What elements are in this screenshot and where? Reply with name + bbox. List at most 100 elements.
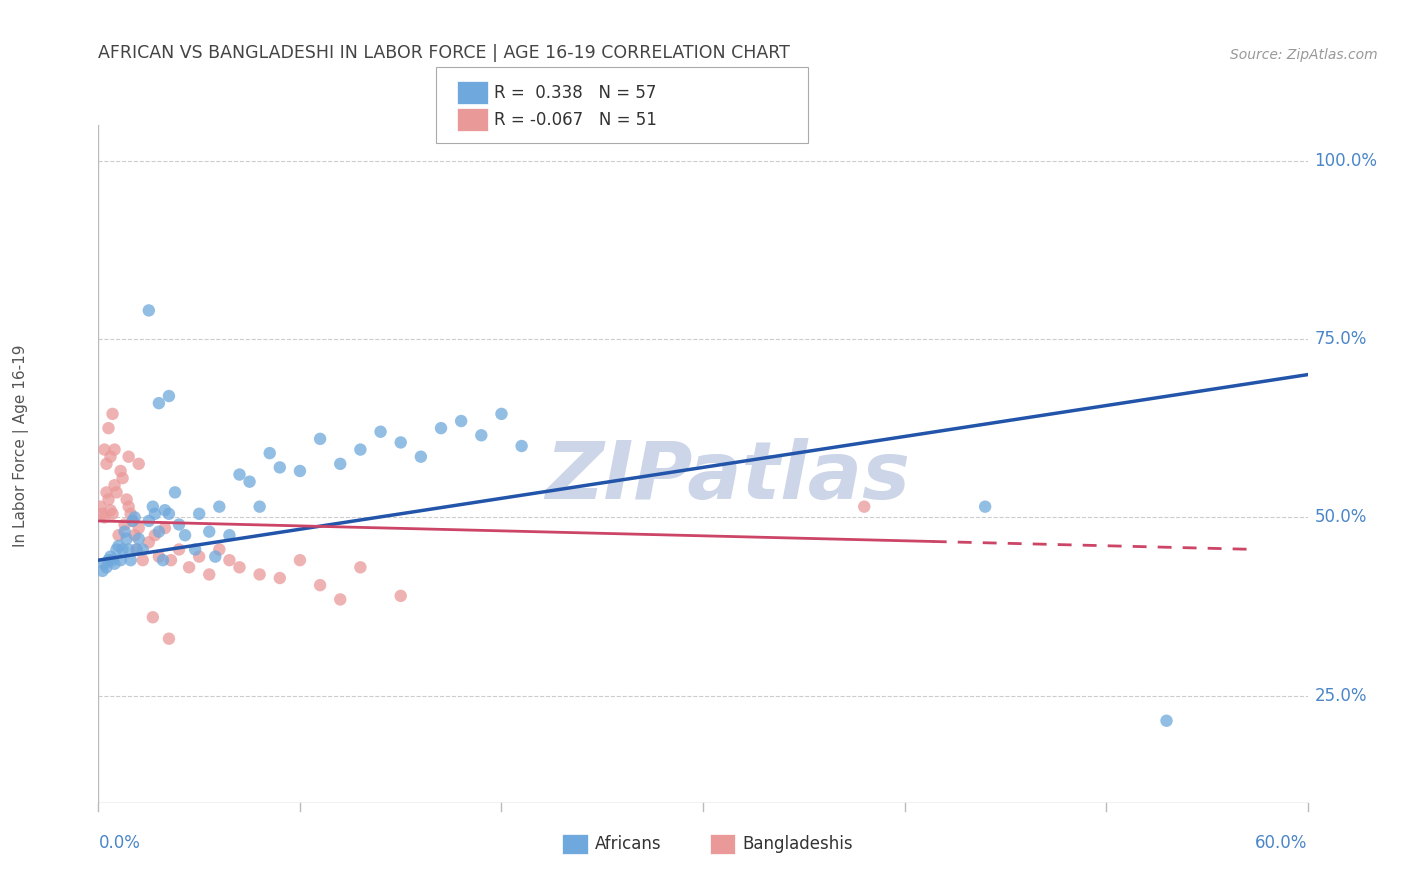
Point bbox=[204, 549, 226, 564]
Point bbox=[115, 492, 138, 507]
Point bbox=[114, 517, 136, 532]
Point bbox=[208, 500, 231, 514]
Point bbox=[208, 542, 231, 557]
Point bbox=[101, 553, 124, 567]
Text: Africans: Africans bbox=[595, 835, 661, 853]
Point bbox=[153, 521, 176, 535]
Point bbox=[974, 500, 997, 514]
Point bbox=[177, 560, 201, 574]
Point bbox=[124, 510, 146, 524]
Point bbox=[110, 464, 132, 478]
Point bbox=[118, 500, 141, 514]
Point bbox=[288, 464, 311, 478]
Point bbox=[349, 442, 371, 457]
Point bbox=[91, 507, 114, 521]
Point bbox=[128, 457, 150, 471]
Point bbox=[107, 539, 129, 553]
Point bbox=[96, 560, 118, 574]
Point bbox=[389, 435, 412, 450]
Point bbox=[111, 471, 134, 485]
Text: 50.0%: 50.0% bbox=[1315, 508, 1367, 526]
Point bbox=[309, 578, 332, 592]
Point bbox=[93, 442, 115, 457]
Point bbox=[349, 560, 371, 574]
Point bbox=[103, 478, 125, 492]
Point bbox=[174, 528, 197, 542]
Point bbox=[249, 500, 271, 514]
Point bbox=[110, 553, 132, 567]
Point bbox=[118, 542, 141, 557]
Point bbox=[160, 553, 183, 567]
Point bbox=[91, 564, 114, 578]
Point bbox=[97, 421, 120, 435]
Point bbox=[450, 414, 472, 428]
Point bbox=[96, 457, 118, 471]
Point bbox=[96, 485, 118, 500]
Point bbox=[184, 542, 207, 557]
Text: Bangladeshis: Bangladeshis bbox=[742, 835, 853, 853]
Point bbox=[143, 528, 166, 542]
Point bbox=[188, 507, 211, 521]
Point bbox=[491, 407, 513, 421]
Point bbox=[128, 521, 150, 535]
Point bbox=[132, 542, 155, 557]
Point bbox=[105, 485, 128, 500]
Point bbox=[218, 528, 240, 542]
Text: R =  0.338   N = 57: R = 0.338 N = 57 bbox=[494, 84, 655, 102]
Text: 75.0%: 75.0% bbox=[1315, 330, 1367, 348]
Point bbox=[121, 514, 143, 528]
Point bbox=[138, 514, 160, 528]
Point bbox=[157, 632, 180, 646]
Text: Source: ZipAtlas.com: Source: ZipAtlas.com bbox=[1230, 48, 1378, 62]
Point bbox=[167, 517, 190, 532]
Point bbox=[128, 532, 150, 546]
Point bbox=[430, 421, 453, 435]
Point bbox=[100, 549, 122, 564]
Point bbox=[157, 389, 180, 403]
Text: 100.0%: 100.0% bbox=[1315, 152, 1378, 169]
Point bbox=[138, 535, 160, 549]
Point bbox=[157, 507, 180, 521]
Point bbox=[138, 303, 160, 318]
Point bbox=[153, 503, 176, 517]
Point bbox=[269, 571, 291, 585]
Point bbox=[259, 446, 281, 460]
Point bbox=[118, 450, 141, 464]
Point bbox=[148, 396, 170, 410]
Point bbox=[188, 549, 211, 564]
Point bbox=[269, 460, 291, 475]
Point bbox=[120, 553, 142, 567]
Point bbox=[97, 492, 120, 507]
Point bbox=[143, 507, 166, 521]
Point bbox=[125, 542, 148, 557]
Point bbox=[101, 407, 124, 421]
Point bbox=[510, 439, 533, 453]
Point bbox=[111, 542, 134, 557]
Point bbox=[288, 553, 311, 567]
Point bbox=[152, 553, 174, 567]
Point bbox=[115, 532, 138, 546]
Point bbox=[148, 524, 170, 539]
Point bbox=[100, 450, 122, 464]
Point bbox=[470, 428, 492, 442]
Point bbox=[105, 542, 128, 557]
Point bbox=[114, 524, 136, 539]
Point bbox=[100, 503, 122, 517]
Point bbox=[163, 485, 186, 500]
Point bbox=[101, 507, 124, 521]
Point bbox=[124, 528, 146, 542]
Point bbox=[329, 592, 352, 607]
Point bbox=[228, 560, 250, 574]
Text: ZIPatlas: ZIPatlas bbox=[544, 438, 910, 516]
Point bbox=[125, 542, 148, 557]
Point bbox=[107, 528, 129, 542]
Point bbox=[93, 557, 115, 571]
Point bbox=[132, 553, 155, 567]
Point bbox=[103, 442, 125, 457]
Point bbox=[329, 457, 352, 471]
Text: 25.0%: 25.0% bbox=[1315, 687, 1367, 705]
Point bbox=[120, 507, 142, 521]
Point bbox=[198, 567, 221, 582]
Point bbox=[409, 450, 432, 464]
Point bbox=[370, 425, 392, 439]
